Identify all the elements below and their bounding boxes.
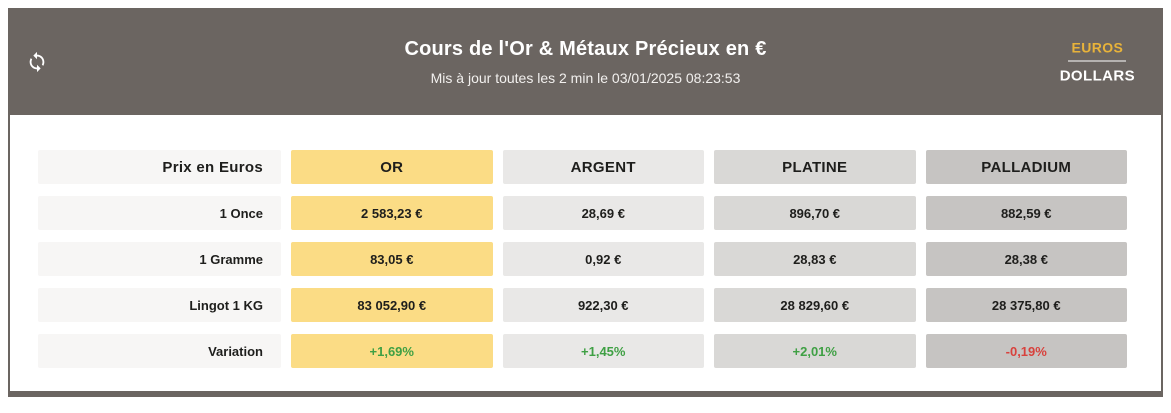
- price-table: Prix en Euros OR ARGENT PLATINE PALLADIU…: [10, 115, 1161, 368]
- column-header-palladium: PALLADIUM: [925, 150, 1127, 184]
- currency-toggle: EUROS DOLLARS: [1058, 37, 1137, 86]
- page-title: Cours de l'Or & Métaux Précieux en €: [404, 37, 767, 60]
- row-label-gramme: 1 Gramme: [38, 242, 281, 276]
- variation-or: +1,69%: [291, 334, 493, 368]
- refresh-button[interactable]: [22, 47, 52, 77]
- value-platine-gramme: 28,83 €: [714, 242, 916, 276]
- gold-price-widget: Cours de l'Or & Métaux Précieux en € Mis…: [8, 8, 1163, 397]
- column-header-platine: PLATINE: [714, 150, 916, 184]
- widget-header: Cours de l'Or & Métaux Précieux en € Mis…: [10, 8, 1161, 115]
- row-label-once: 1 Once: [38, 196, 281, 230]
- currency-divider: [1068, 60, 1127, 61]
- value-argent-gramme: 0,92 €: [502, 242, 704, 276]
- value-palladium-lingot: 28 375,80 €: [925, 288, 1127, 322]
- header-titles: Cours de l'Or & Métaux Précieux en € Mis…: [10, 8, 1161, 115]
- value-platine-lingot: 28 829,60 €: [714, 288, 916, 322]
- value-palladium-once: 882,59 €: [925, 196, 1127, 230]
- currency-euros-button[interactable]: EUROS: [1071, 39, 1124, 55]
- value-or-once: 2 583,23 €: [291, 196, 493, 230]
- value-platine-once: 896,70 €: [714, 196, 916, 230]
- column-header-argent: ARGENT: [502, 150, 704, 184]
- last-updated-text: Mis à jour toutes les 2 min le 03/01/202…: [430, 69, 741, 86]
- variation-argent: +1,45%: [502, 334, 704, 368]
- value-or-lingot: 83 052,90 €: [291, 288, 493, 322]
- column-header-or: OR: [291, 150, 493, 184]
- value-palladium-gramme: 28,38 €: [925, 242, 1127, 276]
- row-label-lingot: Lingot 1 KG: [38, 288, 281, 322]
- value-argent-once: 28,69 €: [502, 196, 704, 230]
- value-or-gramme: 83,05 €: [291, 242, 493, 276]
- variation-palladium: -0,19%: [925, 334, 1127, 368]
- value-argent-lingot: 922,30 €: [502, 288, 704, 322]
- refresh-sync-icon: [26, 51, 48, 76]
- currency-dollars-button[interactable]: DOLLARS: [1059, 67, 1135, 84]
- table-corner-label: Prix en Euros: [38, 150, 281, 184]
- row-label-variation: Variation: [38, 334, 281, 368]
- variation-platine: +2,01%: [714, 334, 916, 368]
